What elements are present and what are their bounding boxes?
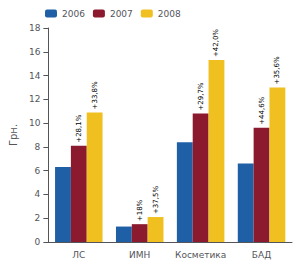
svg-text:+35,6%: +35,6% [273, 56, 281, 84]
svg-text:14: 14 [29, 71, 41, 81]
svg-text:+29,7%: +29,7% [197, 82, 205, 110]
svg-text:+37,5%: +37,5% [152, 186, 160, 214]
svg-text:2007: 2007 [110, 9, 133, 19]
svg-text:12: 12 [29, 94, 40, 104]
svg-text:16: 16 [29, 47, 41, 57]
svg-text:2: 2 [35, 213, 41, 223]
svg-text:4: 4 [35, 189, 41, 199]
svg-text:ЛС: ЛС [72, 250, 85, 260]
svg-text:+33,8%: +33,8% [91, 81, 99, 109]
svg-text:Косметика: Косметика [175, 250, 226, 260]
svg-text:8: 8 [35, 142, 41, 152]
svg-text:10: 10 [29, 118, 41, 128]
svg-text:2008: 2008 [158, 9, 181, 19]
svg-text:+44,6%: +44,6% [258, 96, 266, 124]
svg-text:БАД: БАД [252, 250, 271, 260]
svg-text:6: 6 [35, 166, 41, 176]
svg-text:ИМН: ИМН [129, 250, 150, 260]
svg-text:0: 0 [35, 237, 41, 247]
svg-text:+18%: +18% [136, 199, 144, 221]
svg-text:+28,1%: +28,1% [75, 114, 83, 142]
svg-text:18: 18 [29, 23, 41, 33]
svg-text:Грн.: Грн. [8, 124, 19, 146]
svg-text:+42,0%: +42,0% [212, 29, 220, 57]
svg-text:2006: 2006 [62, 9, 85, 19]
